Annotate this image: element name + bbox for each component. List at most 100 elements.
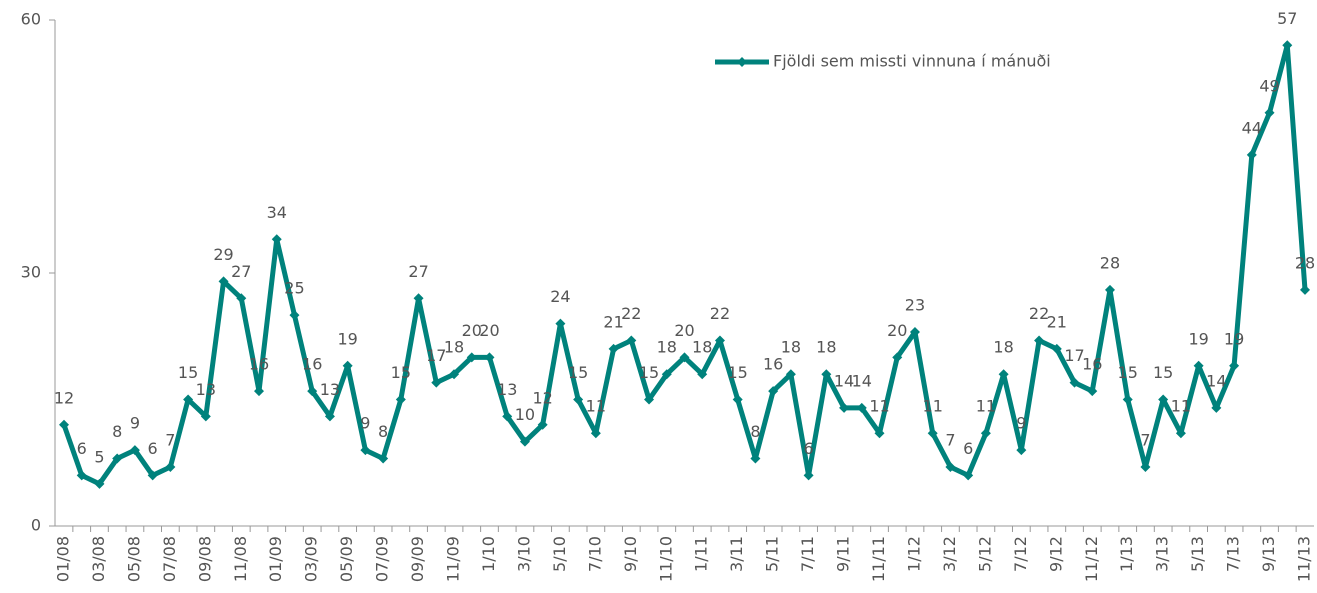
data-label: 13: [196, 380, 216, 399]
data-label: 27: [231, 262, 251, 281]
data-label: 8: [112, 422, 122, 441]
marker: [112, 453, 123, 464]
marker: [1175, 428, 1186, 439]
data-label: 15: [1118, 363, 1138, 382]
marker: [147, 470, 158, 481]
data-label: 15: [728, 363, 748, 382]
marker: [626, 335, 637, 346]
marker: [590, 428, 601, 439]
x-tick-label: 7/12: [1011, 536, 1030, 572]
data-label: 23: [905, 296, 925, 315]
data-label: 13: [320, 380, 340, 399]
marker: [271, 234, 282, 245]
marker: [1300, 284, 1310, 295]
marker: [360, 445, 371, 456]
marker: [59, 419, 69, 430]
data-label: 21: [603, 312, 623, 331]
data-label: 16: [1082, 355, 1102, 374]
data-label: 44: [1242, 118, 1262, 137]
marker: [254, 386, 265, 397]
data-label: 49: [1259, 76, 1279, 95]
data-label: 11: [1171, 397, 1191, 416]
data-label: 29: [213, 245, 233, 264]
marker: [555, 318, 566, 329]
legend-marker: [737, 57, 747, 67]
data-label: 15: [568, 363, 588, 382]
legend-label: Fjöldi sem missti vinnuna í mánuði: [773, 52, 1051, 71]
marker: [466, 352, 477, 363]
marker: [963, 470, 974, 481]
x-tick-label: 9/11: [834, 536, 853, 572]
data-label: 16: [249, 355, 269, 374]
data-label: 14: [852, 371, 872, 390]
x-tick-label: 5/12: [975, 536, 994, 572]
data-label: 9: [360, 414, 370, 433]
x-tick-label: 03/08: [89, 536, 108, 582]
x-tick-label: 11/08: [231, 536, 250, 582]
marker: [94, 478, 105, 489]
x-tick-label: 3/13: [1153, 536, 1172, 572]
x-tick-label: 11/11: [869, 536, 888, 582]
marker: [413, 293, 424, 304]
marker: [1034, 335, 1045, 346]
data-label: 20: [674, 321, 694, 340]
marker: [537, 419, 548, 430]
marker: [165, 461, 176, 472]
data-label: 28: [1100, 253, 1120, 272]
marker: [1051, 343, 1062, 354]
data-label: 11: [976, 397, 996, 416]
x-tick-label: 03/09: [302, 536, 321, 582]
x-tick-label: 07/09: [373, 536, 392, 582]
marker: [874, 428, 885, 439]
data-label: 9: [130, 414, 140, 433]
data-label: 22: [621, 304, 641, 323]
marker: [750, 453, 761, 464]
marker: [324, 411, 335, 422]
marker: [1229, 360, 1240, 371]
x-tick-label: 5/11: [763, 536, 782, 572]
data-label: 19: [1224, 329, 1244, 348]
data-label: 10: [515, 405, 535, 424]
x-tick-label: 11/13: [1295, 536, 1314, 582]
x-tick-label: 5/10: [550, 536, 569, 572]
marker: [1211, 402, 1222, 413]
data-label: 19: [1188, 329, 1208, 348]
marker: [644, 394, 655, 405]
x-tick-label: 05/08: [124, 536, 143, 582]
data-label: 12: [532, 388, 552, 407]
x-tick-label: 9/13: [1259, 536, 1278, 572]
x-tick-label: 3/11: [727, 536, 746, 572]
data-label: 6: [804, 439, 814, 458]
data-label: 9: [1016, 414, 1026, 433]
data-label: 22: [710, 304, 730, 323]
data-label: 27: [408, 262, 428, 281]
marker: [378, 453, 389, 464]
data-label: 7: [945, 430, 955, 449]
data-label: 16: [763, 355, 783, 374]
x-tick-label: 11/12: [1082, 536, 1101, 582]
data-label: 8: [378, 422, 388, 441]
marker: [980, 428, 991, 439]
marker: [289, 310, 300, 321]
data-label: 16: [302, 355, 322, 374]
marker: [1193, 360, 1204, 371]
x-tick-label: 1/10: [479, 536, 498, 572]
data-label: 18: [657, 338, 677, 357]
marker: [1087, 386, 1098, 397]
marker: [732, 394, 743, 405]
marker: [200, 411, 211, 422]
data-label: 8: [750, 422, 760, 441]
data-label: 18: [444, 338, 464, 357]
marker: [803, 470, 814, 481]
marker: [519, 436, 530, 447]
x-tick-label: 05/09: [337, 536, 356, 582]
marker: [1069, 377, 1080, 388]
marker: [1282, 40, 1293, 51]
data-label: 6: [148, 439, 158, 458]
marker: [785, 369, 796, 380]
x-tick-label: 09/08: [195, 536, 214, 582]
x-tick-label: 1/11: [692, 536, 711, 572]
marker: [236, 293, 247, 304]
data-label: 20: [887, 321, 907, 340]
x-tick-label: 3/10: [514, 536, 533, 572]
